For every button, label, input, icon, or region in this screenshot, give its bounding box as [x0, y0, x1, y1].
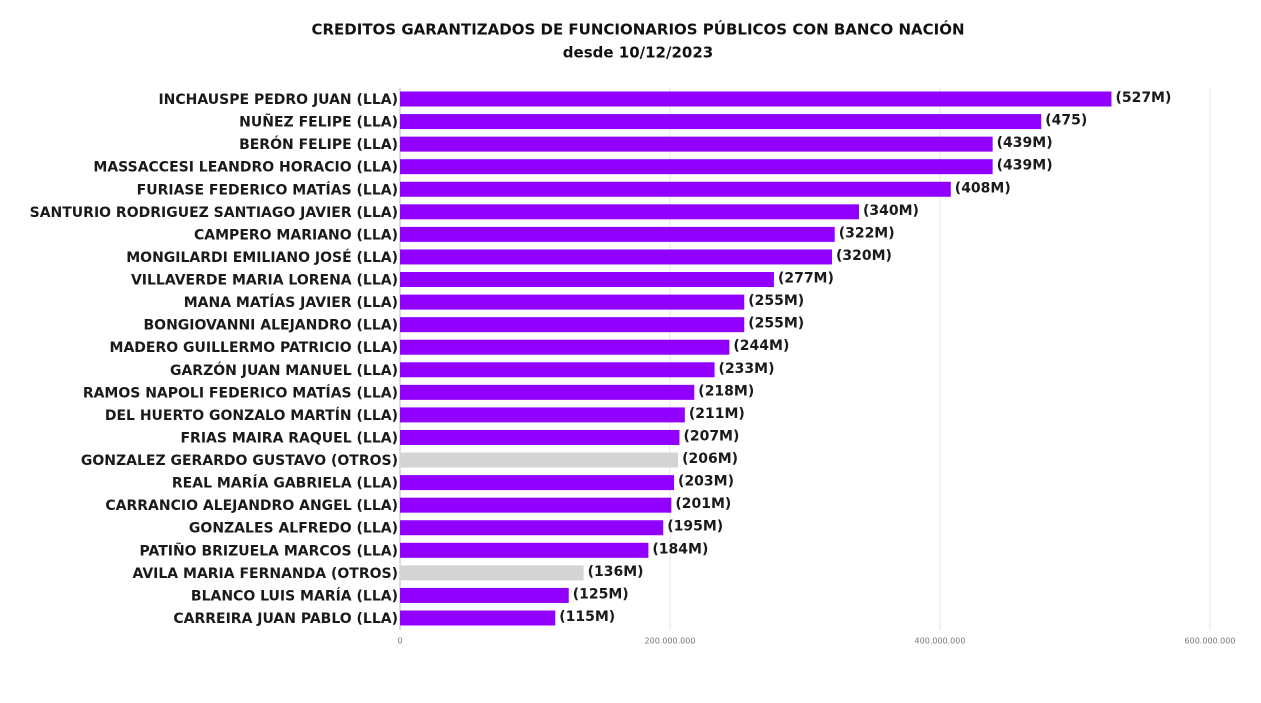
bar — [400, 384, 695, 400]
value-label: (211M) — [689, 406, 745, 422]
y-tick-label: INCHAUSPE PEDRO JUAN (LLA) — [158, 92, 398, 108]
bar — [400, 362, 715, 378]
value-label: (201M) — [675, 496, 731, 512]
y-tick-label: NUÑEZ FELIPE (LLA) — [239, 114, 398, 131]
y-tick-label: BERÓN FELIPE (LLA) — [239, 135, 398, 153]
bar — [400, 317, 745, 333]
value-label: (527M) — [1115, 90, 1171, 106]
bar — [400, 294, 745, 310]
y-tick-label: MANA MATÍAS JAVIER (LLA) — [184, 294, 398, 311]
y-tick-label: REAL MARÍA GABRIELA (LLA) — [172, 475, 398, 492]
y-tick-label: CARRANCIO ALEJANDRO ANGEL (LLA) — [105, 498, 398, 514]
value-label: (475) — [1045, 113, 1087, 129]
bar — [400, 272, 774, 288]
bar — [400, 452, 679, 468]
x-tick-label: 0 — [397, 637, 402, 646]
x-tick-label: 200.000.000 — [645, 637, 696, 646]
value-label: (408M) — [955, 180, 1011, 196]
bar — [400, 587, 569, 603]
y-tick-label: FRIAS MAIRA RAQUEL (LLA) — [180, 430, 398, 446]
bar — [400, 181, 951, 197]
value-label: (203M) — [678, 474, 734, 490]
y-tick-label: BONGIOVANNI ALEJANDRO (LLA) — [144, 318, 398, 334]
value-label: (125M) — [573, 586, 629, 602]
value-label: (255M) — [748, 316, 804, 332]
bar — [400, 542, 649, 558]
bar — [400, 159, 993, 175]
y-tick-label: MONGILARDI EMILIANO JOSÉ (LLA) — [126, 249, 398, 266]
bar — [400, 136, 993, 152]
value-label: (115M) — [559, 609, 615, 625]
bar — [400, 339, 730, 355]
bar — [400, 475, 675, 491]
bar — [400, 520, 664, 536]
chart-subtitle: desde 10/12/2023 — [563, 44, 713, 62]
y-tick-label: CARREIRA JUAN PABLO (LLA) — [173, 611, 398, 627]
bar — [400, 497, 672, 513]
y-tick-label: GONZALES ALFREDO (LLA) — [189, 521, 398, 537]
value-label: (255M) — [748, 293, 804, 309]
value-label: (206M) — [682, 451, 738, 467]
value-label: (184M) — [652, 541, 708, 557]
bar — [400, 565, 584, 581]
y-tick-label: SANTURIO RODRIGUEZ SANTIAGO JAVIER (LLA) — [30, 205, 398, 221]
y-tick-label: RAMOS NAPOLI FEDERICO MATÍAS (LLA) — [83, 384, 398, 401]
value-label: (195M) — [667, 519, 723, 535]
value-label: (322M) — [839, 225, 895, 241]
y-tick-label: FURIASE FEDERICO MATÍAS (LLA) — [137, 181, 398, 198]
bar — [400, 249, 832, 265]
value-label: (277M) — [778, 271, 834, 287]
value-label: (439M) — [997, 158, 1053, 174]
bar — [400, 114, 1042, 130]
y-tick-label: AVILA MARIA FERNANDA (OTROS) — [132, 566, 398, 582]
bar — [400, 407, 685, 423]
value-label: (340M) — [863, 203, 919, 219]
value-label: (439M) — [997, 135, 1053, 151]
bar — [400, 429, 680, 445]
value-label: (244M) — [733, 338, 789, 354]
x-tick-label: 600.000.000 — [1185, 637, 1236, 646]
y-tick-label: GARZÓN JUAN MANUEL (LLA) — [170, 361, 398, 379]
y-tick-label: BLANCO LUIS MARÍA (LLA) — [191, 587, 398, 604]
y-tick-label: MASSACCESI LEANDRO HORACIO (LLA) — [93, 160, 398, 176]
y-tick-label: MADERO GUILLERMO PATRICIO (LLA) — [110, 340, 398, 356]
y-tick-label: CAMPERO MARIANO (LLA) — [194, 227, 398, 243]
x-tick-label: 400.000.000 — [915, 637, 966, 646]
y-tick-label: GONZALEZ GERARDO GUSTAVO (OTROS) — [81, 453, 398, 469]
value-label: (233M) — [719, 361, 775, 377]
bar — [400, 226, 835, 242]
bar — [400, 204, 859, 220]
value-label: (320M) — [836, 248, 892, 264]
y-tick-label: PATIÑO BRIZUELA MARCOS (LLA) — [139, 542, 398, 559]
y-tick-label: VILLAVERDE MARIA LORENA (LLA) — [131, 273, 398, 289]
y-tick-label: DEL HUERTO GONZALO MARTÍN (LLA) — [105, 407, 398, 424]
value-label: (136M) — [588, 564, 644, 580]
chart-title: CREDITOS GARANTIZADOS DE FUNCIONARIOS PÚ… — [311, 20, 964, 39]
value-label: (218M) — [698, 383, 754, 399]
value-label: (207M) — [683, 428, 739, 444]
bar — [400, 610, 556, 626]
bar — [400, 91, 1112, 107]
